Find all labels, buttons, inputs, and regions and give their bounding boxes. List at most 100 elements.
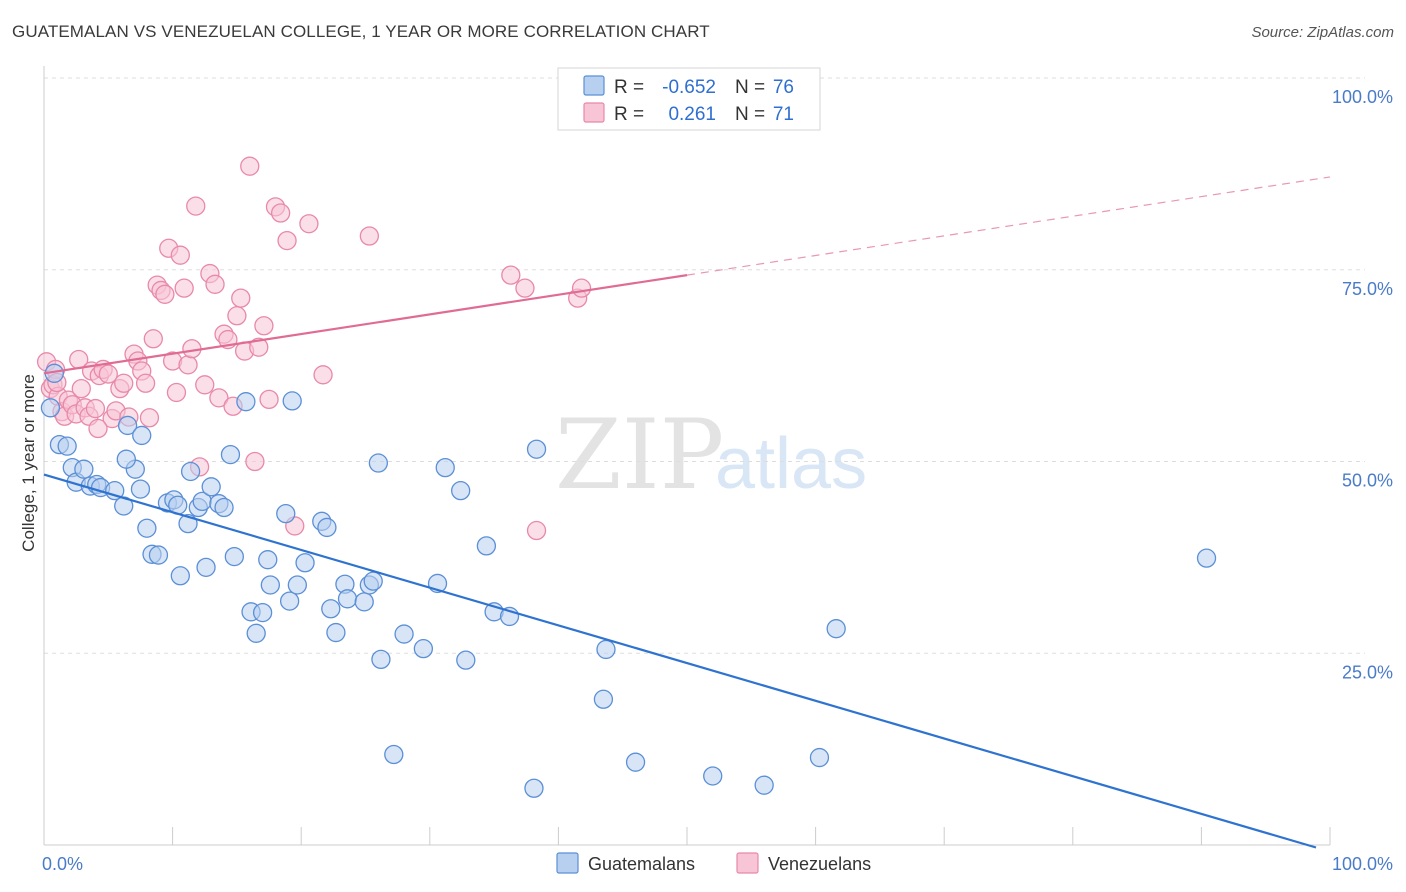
venezuelans-point-27 — [135, 373, 156, 393]
watermark-zip: ZIP — [555, 399, 724, 511]
venezuelans-point-53 — [245, 451, 265, 472]
guatemalans-point-48 — [326, 622, 346, 643]
guatemalans-point-44 — [295, 553, 315, 573]
venezuelans-point-68 — [571, 278, 592, 298]
guatemalans-point-56 — [384, 744, 404, 765]
venezuelans-point-56 — [259, 389, 279, 410]
y-tick-label-0: 25.0% — [1342, 662, 1393, 682]
series-guatemalans — [40, 363, 1217, 798]
chart-title: GUATEMALAN VS VENEZUELAN COLLEGE, 1 YEAR… — [12, 22, 710, 41]
legend-n-value-venezuelans: 71 — [773, 104, 794, 125]
guatemalans-point-37 — [252, 602, 273, 623]
venezuelans-point-11 — [71, 378, 91, 399]
guatemalans-point-57 — [394, 624, 414, 644]
bottom-legend-label-venezuelans: Venezuelans — [768, 854, 871, 874]
guatemalans-point-15 — [130, 479, 151, 499]
x-tick-label-1: 100.0% — [1332, 854, 1393, 874]
legend-r-label-venezuelans: R = — [614, 104, 644, 125]
guatemalans-point-72 — [754, 775, 774, 795]
guatemalans-point-70 — [625, 752, 646, 772]
watermark: ZIP atlas — [555, 399, 867, 511]
venezuelans-point-61 — [299, 214, 319, 234]
guatemalans-point-61 — [456, 650, 476, 670]
guatemalans-point-31 — [214, 497, 234, 518]
guatemalans-point-46 — [317, 517, 337, 538]
guatemalans-point-34 — [236, 392, 256, 412]
guatemalans-point-6 — [74, 459, 94, 479]
x-tick-label-0: 0.0% — [42, 854, 83, 874]
venezuelans-point-40 — [186, 196, 206, 216]
y-tick-label-1: 50.0% — [1342, 471, 1393, 491]
guatemalans-point-54 — [368, 453, 389, 473]
watermark-atlas: atlas — [715, 424, 867, 504]
guatemalans-point-33 — [224, 546, 244, 567]
bottom-legend-swatch-venezuelans — [736, 852, 759, 874]
guatemalans-point-66 — [524, 778, 544, 798]
venezuelans-point-64 — [501, 265, 521, 285]
guatemalans-point-51 — [354, 592, 374, 612]
venezuelans-point-45 — [209, 388, 229, 408]
guatemalans-point-17 — [137, 518, 157, 538]
venezuelans-point-18 — [98, 364, 118, 384]
venezuelans-point-65 — [515, 278, 535, 298]
venezuelans-point-36 — [170, 245, 190, 265]
guatemalans-point-75 — [1196, 548, 1217, 568]
guatemalans-point-47 — [321, 599, 341, 619]
chart-source: Source: ZipAtlas.com — [1251, 24, 1394, 41]
venezuelans-point-66 — [526, 520, 547, 541]
guatemalans-point-58 — [413, 638, 434, 659]
guatemalans-point-38 — [258, 550, 278, 570]
guatemalans-point-50 — [337, 589, 358, 609]
guatemalans-point-68 — [596, 639, 616, 660]
venezuelans-point-52 — [240, 156, 260, 176]
guatemalans-point-40 — [276, 504, 296, 524]
guatemalans-point-23 — [170, 566, 190, 586]
guatemalans-point-12 — [117, 415, 138, 436]
guatemalans-point-42 — [282, 391, 302, 411]
venezuelans-point-42 — [195, 375, 215, 395]
guatemalans-point-39 — [260, 575, 280, 595]
guatemalans-point-0 — [40, 398, 61, 418]
venezuelans-point-54 — [249, 337, 269, 357]
venezuelans-point-55 — [254, 316, 274, 336]
venezuelans-point-49 — [227, 306, 247, 326]
guatemalans-point-29 — [201, 477, 221, 497]
guatemalans-point-28 — [196, 557, 216, 577]
venezuelans-point-29 — [143, 329, 163, 349]
legend-r-value-venezuelans: 0.261 — [668, 104, 716, 125]
y-tick-label-2: 75.0% — [1342, 279, 1393, 299]
legend: R = -0.652 N = 76 R = 0.261 N = 71 — [557, 67, 821, 131]
guatemalans-point-55 — [371, 649, 391, 670]
guatemalans-point-3 — [57, 436, 77, 456]
guatemalans-point-69 — [593, 689, 614, 709]
y-tick-labels: 25.0% 50.0% 75.0% 100.0% — [1332, 87, 1393, 682]
venezuelans-point-58 — [270, 203, 291, 223]
guatemalans-point-16 — [132, 425, 152, 446]
guatemalans-point-32 — [220, 444, 241, 465]
guatemalans-point-62 — [451, 480, 471, 501]
venezuelans-point-22 — [114, 373, 134, 393]
x-tick-labels: 0.0% 100.0% — [42, 854, 1393, 874]
guatemalans-point-74 — [826, 619, 846, 639]
guatemalans-point-43 — [287, 575, 307, 595]
guatemalans-point-60 — [435, 457, 455, 478]
guatemalans-point-71 — [703, 766, 723, 786]
venezuelans-point-50 — [231, 288, 251, 308]
venezuelans-point-28 — [139, 408, 160, 428]
guatemalans-point-36 — [246, 623, 266, 643]
legend-swatch-venezuelans — [583, 102, 605, 123]
venezuelans-point-15 — [85, 398, 106, 419]
trend-line-venezuelans-extension — [686, 176, 1331, 276]
venezuelans-point-62 — [313, 365, 333, 385]
trend-lines — [43, 176, 1331, 849]
guatemalans-point-63 — [476, 536, 497, 556]
guatemalans-point-73 — [809, 747, 830, 768]
trend-line-guatemalans — [43, 473, 1317, 849]
legend-r-value-guatemalans: -0.652 — [662, 77, 716, 98]
venezuelans-point-38 — [178, 355, 198, 375]
legend-swatch-guatemalans — [583, 75, 605, 96]
guatemalans-point-41 — [279, 591, 300, 611]
series-venezuelans — [36, 156, 592, 541]
legend-n-label-guatemalans: N = — [735, 77, 765, 98]
